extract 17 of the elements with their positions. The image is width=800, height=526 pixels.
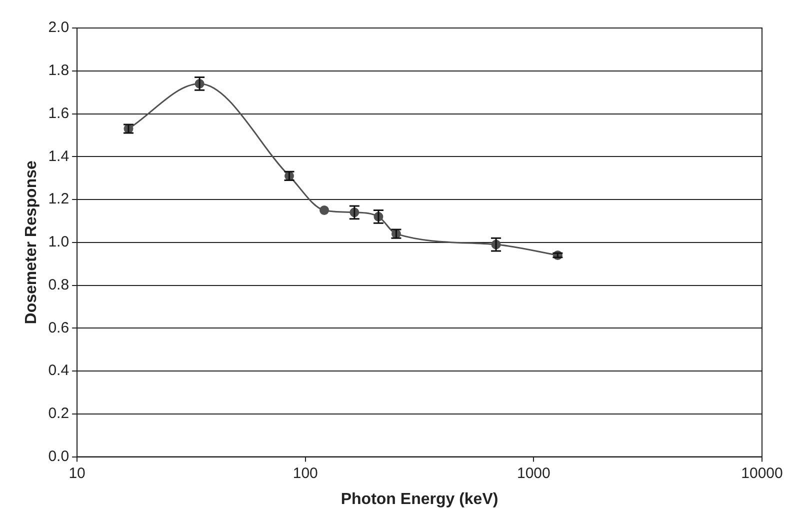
- y-tick-label: 0.8: [48, 276, 70, 294]
- x-tick-label: 10: [68, 464, 86, 482]
- y-tick-label: 0.6: [48, 319, 70, 336]
- x-tick-label: 10000: [741, 464, 783, 482]
- y-axis-title: Dosemeter Response: [23, 160, 40, 324]
- y-tick-label: 0.2: [48, 405, 70, 422]
- y-tick-label: 1.0: [48, 234, 70, 251]
- y-tick-label: 0.4: [48, 362, 70, 380]
- y-tick-label: 1.6: [48, 104, 70, 122]
- y-tick-label: 1.4: [48, 148, 70, 165]
- x-tick-label: 100: [292, 464, 318, 482]
- y-tick-label: 0.0: [48, 448, 70, 465]
- y-tick-label: 1.2: [48, 190, 70, 208]
- y-tick-label: 1.8: [48, 62, 70, 80]
- y-tick-label: 2.0: [48, 19, 70, 36]
- x-axis-title: Photon Energy (keV): [340, 490, 498, 508]
- x-tick-label: 1000: [516, 464, 550, 482]
